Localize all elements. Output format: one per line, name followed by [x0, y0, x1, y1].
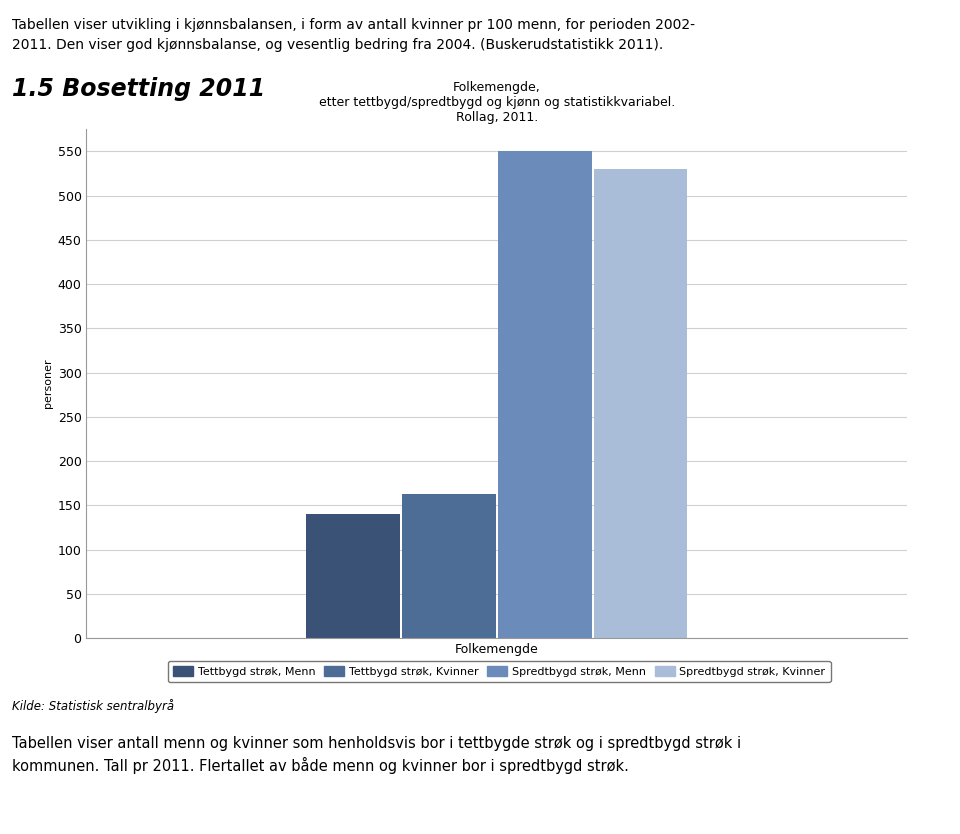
Title: Folkemengde,
etter tettbygd/spredtbygd og kjønn og statistikkvariabel.
Rollag, 2: Folkemengde, etter tettbygd/spredtbygd o… — [319, 81, 675, 124]
Legend: Tettbygd strøk, Menn, Tettbygd strøk, Kvinner, Spredtbygd strøk, Menn, Spredtbyg: Tettbygd strøk, Menn, Tettbygd strøk, Kv… — [168, 661, 830, 682]
Y-axis label: personer: personer — [43, 359, 54, 409]
Text: Tabellen viser utvikling i kjønnsbalansen, i form av antall kvinner pr 100 menn,: Tabellen viser utvikling i kjønnsbalanse… — [12, 18, 694, 33]
Bar — [306, 514, 400, 638]
Text: Tabellen viser antall menn og kvinner som henholdsvis bor i tettbygde strøk og i: Tabellen viser antall menn og kvinner so… — [12, 736, 741, 751]
Text: kommunen. Tall pr 2011. Flertallet av både menn og kvinner bor i spredtbygd strø: kommunen. Tall pr 2011. Flertallet av bå… — [12, 757, 629, 774]
Bar — [402, 494, 496, 638]
Bar — [593, 169, 687, 638]
Text: Kilde: Statistisk sentralbyrå: Kilde: Statistisk sentralbyrå — [12, 699, 174, 713]
Bar — [497, 150, 591, 638]
Text: 2011. Den viser god kjønnsbalanse, og vesentlig bedring fra 2004. (Buskerudstati: 2011. Den viser god kjønnsbalanse, og ve… — [12, 38, 662, 52]
Text: 1.5 Bosetting 2011: 1.5 Bosetting 2011 — [12, 77, 265, 101]
